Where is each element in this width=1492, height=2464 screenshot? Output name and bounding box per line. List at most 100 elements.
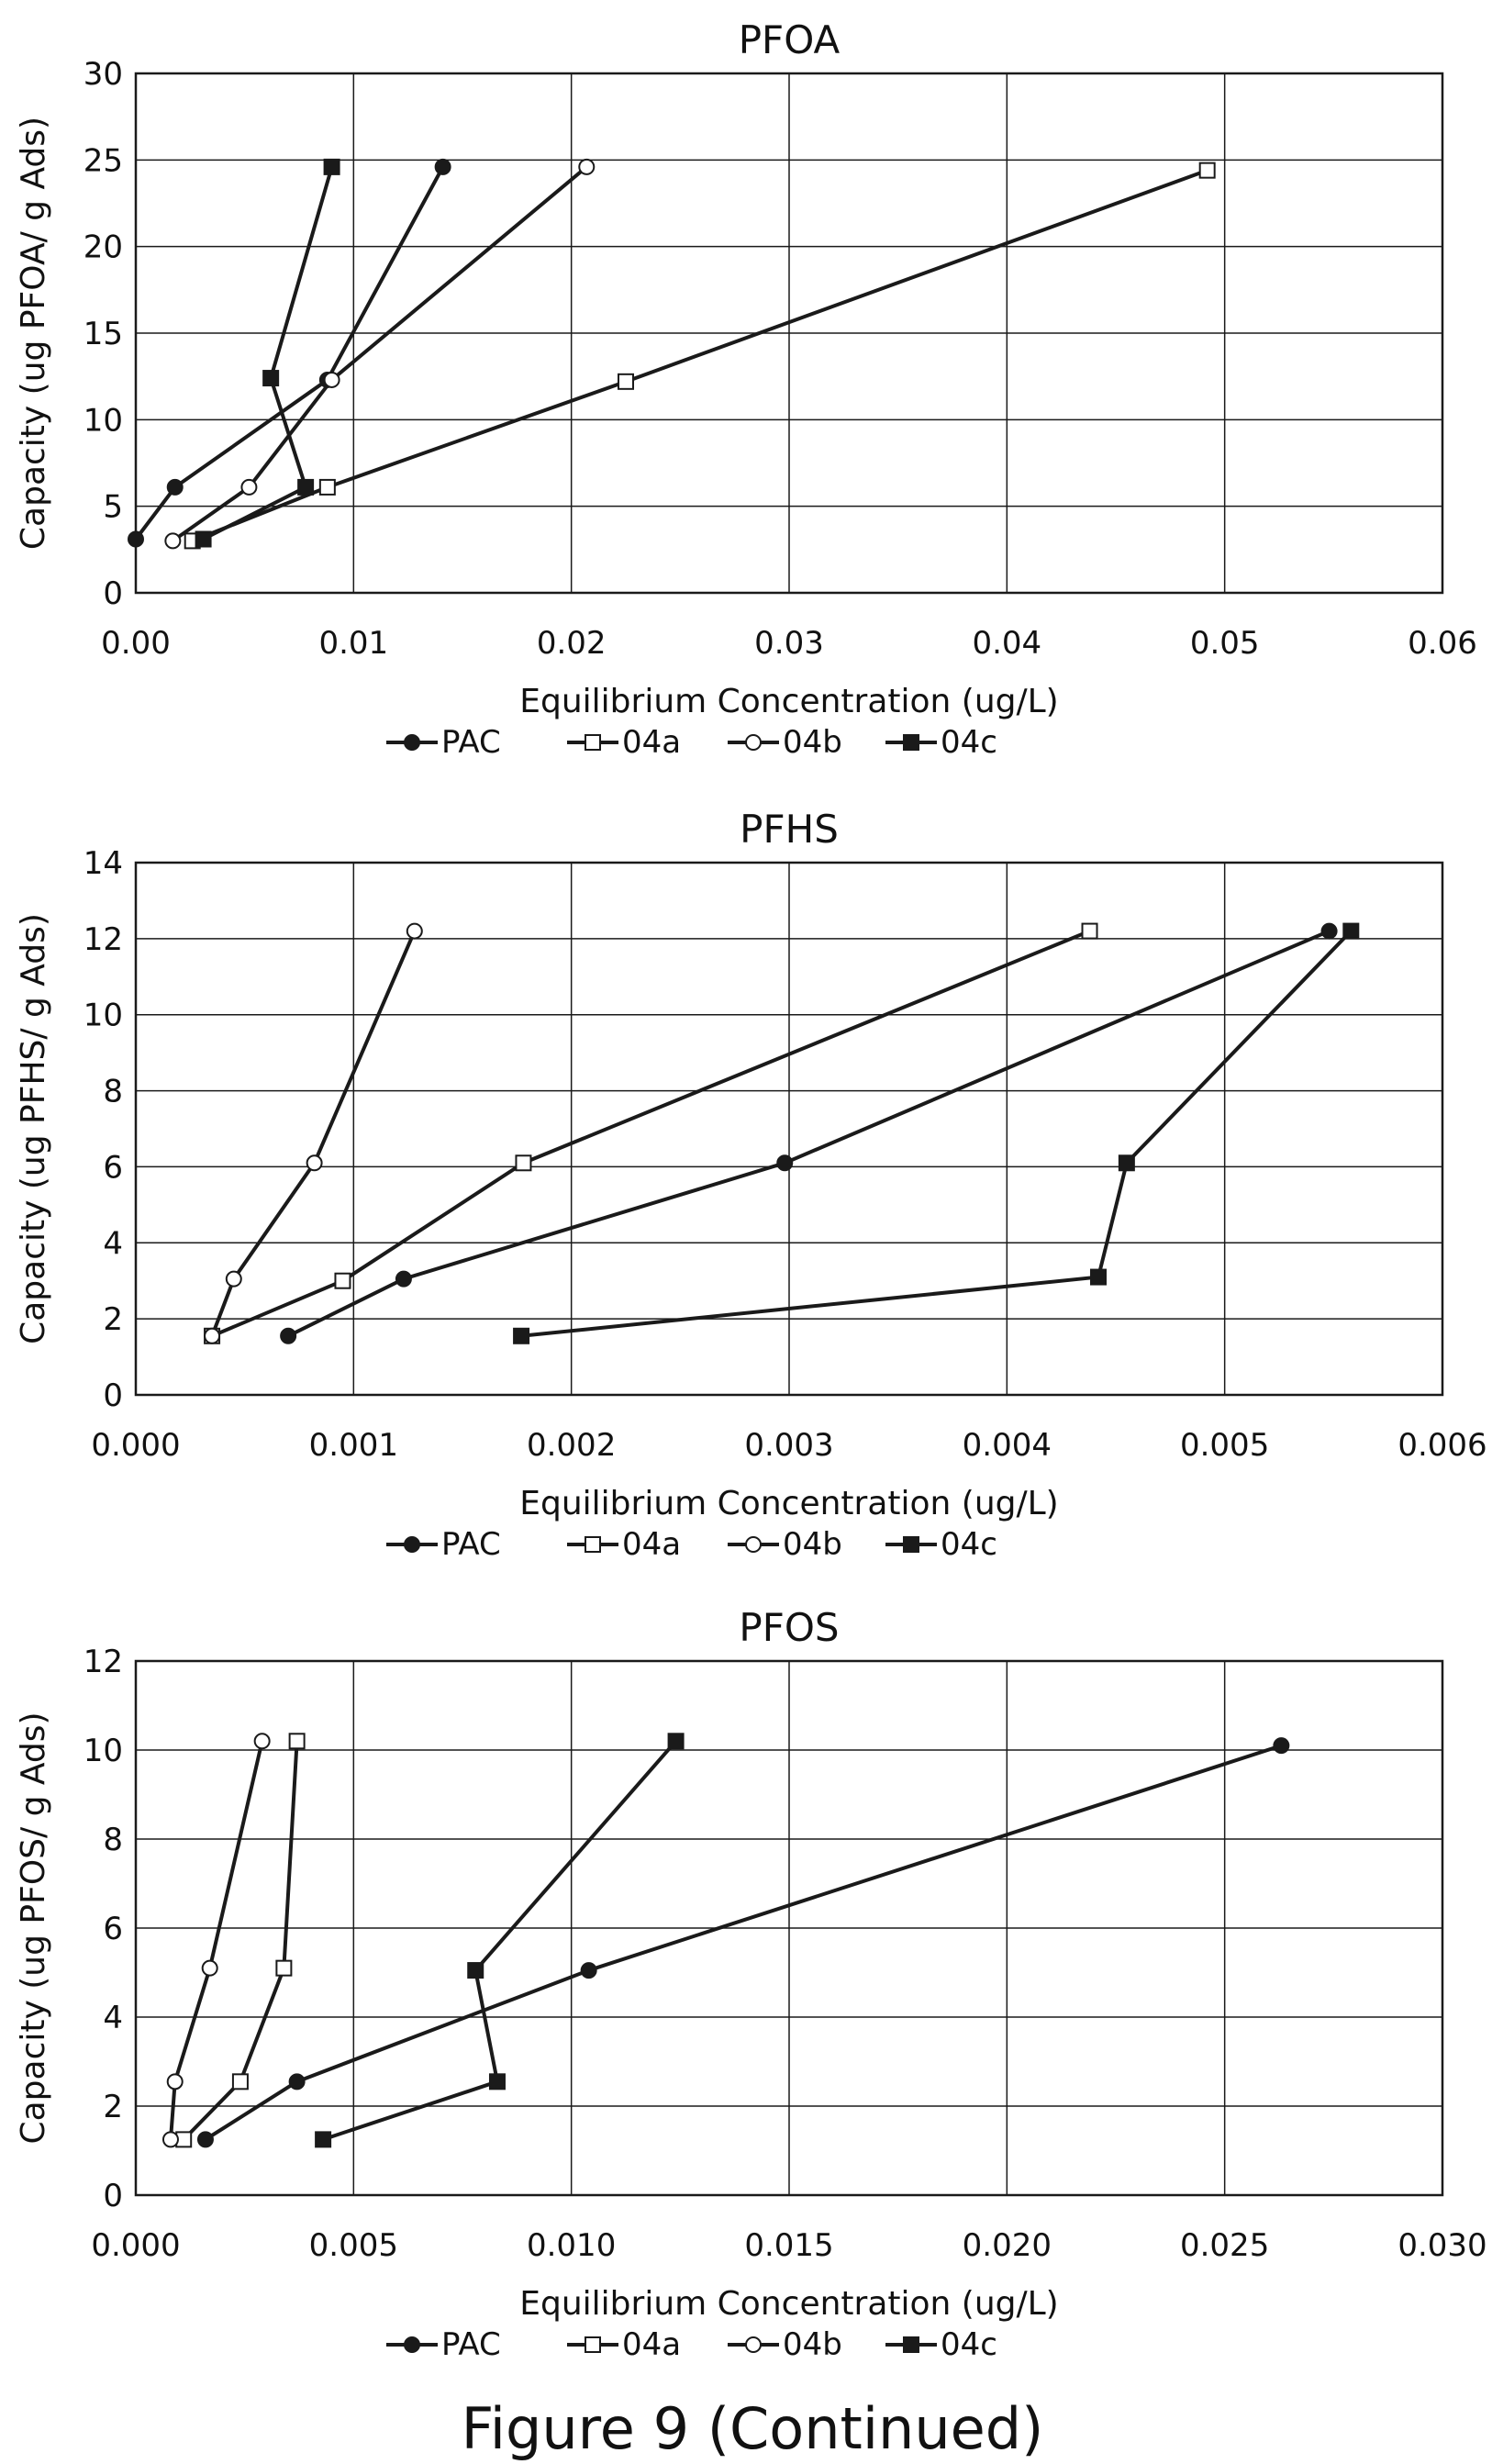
y-tick-label: 25 [84,142,123,179]
figure-caption: Figure 9 (Continued) [462,2395,1044,2462]
series-pac-line [134,165,445,541]
y-axis-label: Capacity (ug PFOS/ g Ads) [15,1711,52,2144]
y-tick-label: 2 [103,2089,123,2125]
chart-title: PFOA [739,17,841,62]
legend-04c-swatch-marker [903,1536,919,1553]
legend-04c-swatch-marker [903,2336,919,2353]
series-04a-point [275,1959,293,1977]
series-04a-point [318,478,336,496]
x-tick-label: 0.005 [309,2227,398,2264]
series-04b-point [240,478,258,496]
series-04b-point [161,2131,179,2148]
x-tick-label: 0.004 [963,1427,1052,1464]
x-tick-label: 0.04 [972,625,1041,662]
series-04c-point [323,158,340,175]
series-pac-point [1320,922,1338,940]
series-04b-point [204,1327,221,1344]
x-tick-label: 0.020 [963,2227,1052,2264]
series-04b-point [253,1733,271,1750]
series-pac-point [128,530,144,548]
series-04c-point [513,1327,530,1344]
series-pac-point [434,158,451,175]
legend-04b-swatch-marker [745,734,762,751]
legend-04c-label: 04c [941,724,997,761]
y-tick-label: 8 [103,1822,123,1858]
x-tick-label: 0.002 [527,1427,616,1464]
y-tick-label: 2 [103,1301,123,1338]
series-pac-point [580,1962,597,1979]
legend-pac-label: PAC [441,724,501,761]
y-tick-label: 15 [84,316,123,352]
y-tick-label: 30 [84,56,123,93]
plot-area-frame [134,72,1444,595]
x-tick-label: 0.05 [1190,625,1260,662]
series-pac-line [204,1744,1282,2142]
series-04c-line [202,166,334,541]
series-pac-line [287,929,1331,1338]
y-tick-label: 8 [103,1074,123,1110]
y-axis-label: Capacity (ug PFHS/ g Ads) [15,913,52,1344]
chart-pfos: PFOS 0.000 0.005 0.010 0.015 0.020 0.025 0.030 0… [15,1605,1487,2363]
x-tick-label: 0.005 [1180,1427,1269,1464]
y-axis-label: Capacity (ug PFOA/ g Ads) [15,117,52,550]
series-04c-point [1342,922,1360,940]
x-tick-label: 0.00 [101,625,171,662]
chart-pfhs: PFHS 0.000 0.001 0.002 0.003 0.004 0.005 0.006 0… [15,807,1487,1563]
series-04c-line [520,930,1353,1338]
series-04a-point [334,1272,351,1289]
series-04a-point [1081,922,1098,940]
x-tick-label: 0.02 [537,625,607,662]
plot-area-frame [134,861,1444,1397]
legend-04a-swatch-marker [585,1536,601,1553]
x-axis-label: Equilibrium Concentration (ug/L) [519,2285,1058,2323]
y-tick-label: 14 [84,845,123,882]
series-04a-line [211,929,1091,1338]
legend-pac-swatch-marker [404,2336,420,2353]
x-axis-label: Equilibrium Concentration (ug/L) [519,683,1058,720]
series-04a-point [288,1733,306,1750]
chart-pfoa: PFOA 0.00 0.01 0.02 0.03 0.04 0.05 0.06 0 5 10 15 20… [15,17,1477,761]
y-tick-label: 10 [84,998,123,1034]
legend-pac-label: PAC [441,2326,501,2363]
legend-04c-label: 04c [941,2326,997,2363]
x-tick-label: 0.000 [91,2227,180,2264]
series-04c-point [467,1962,484,1979]
series-04b-point [306,1154,323,1172]
series-pac-point [776,1154,794,1172]
series-04b-point [406,922,423,940]
legend-04b-swatch-marker [745,2336,762,2353]
x-tick-label: 0.000 [91,1427,180,1464]
series-04a-point [1198,162,1216,179]
series-04a-point [618,373,634,390]
legend-04a-label: 04a [622,724,681,761]
series-pac-point [395,1270,412,1288]
legend-pac-label: PAC [441,1526,501,1563]
series-pac-point [1273,1737,1290,1755]
y-tick-label: 0 [103,1377,123,1414]
series-pac-point [166,478,184,496]
x-tick-label: 0.010 [527,2227,616,2264]
series-04b-line [210,930,417,1337]
series-04c-point [297,478,315,496]
series-04c-point [1118,1154,1135,1172]
legend-pac-swatch-marker [404,734,420,751]
plot-area-frame [134,1659,1444,2197]
series-pac-point [280,1327,297,1344]
series-04a-point [515,1154,532,1172]
series-04b-point [166,2073,184,2090]
x-tick-label: 0.015 [744,2227,833,2264]
series-04a-line [191,168,1208,543]
series-pac-point [288,2073,306,2090]
y-tick-label: 12 [84,1644,123,1680]
series-04c-point [1090,1268,1108,1286]
y-tick-label: 10 [84,1733,123,1769]
y-tick-label: 4 [103,2000,123,2036]
y-tick-label: 0 [103,575,123,612]
y-tick-label: 4 [103,1225,123,1262]
y-tick-label: 0 [103,2178,123,2214]
y-tick-label: 6 [103,1149,123,1186]
legend-04a-swatch-marker [585,2336,601,2353]
series-04b-point [323,371,340,388]
y-tick-label: 5 [103,489,123,526]
